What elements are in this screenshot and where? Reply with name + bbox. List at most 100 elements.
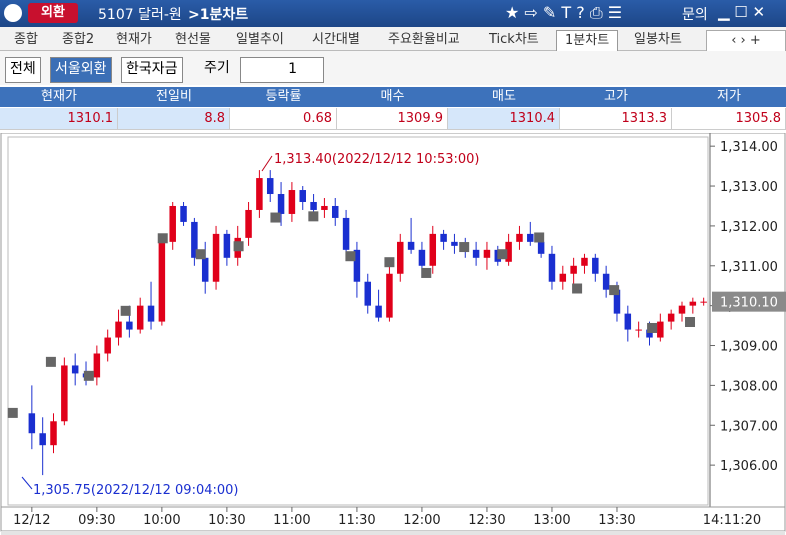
screen-code: 5107 달러-원	[98, 7, 182, 23]
chart: 1,306.001,307.001,308.001,309.001,310.00…	[0, 133, 786, 535]
marker	[45, 356, 56, 367]
quote-value: 8.8	[118, 108, 230, 130]
title-bar: 외환 5107 달러-원 >1분차트 ★ ⇨ ✎ T ? ⎙ ☰ 문의 ▁ ☐ …	[0, 0, 786, 27]
candle-body	[592, 257, 599, 274]
tab[interactable]: 종합2	[62, 32, 95, 47]
x-tick-label: 13:30	[598, 513, 635, 528]
candle-body	[158, 241, 166, 322]
candle-body	[646, 329, 653, 338]
candle-body	[169, 205, 176, 242]
quote-header: 등락률	[230, 87, 338, 107]
toolbar-icons[interactable]: ★ ⇨ ✎ T ? ⎙ ☰	[505, 3, 623, 22]
candle-body	[581, 257, 588, 266]
y-tick-label: 1,313.00	[720, 180, 778, 195]
annotation-arrow	[21, 476, 33, 490]
candle-body	[256, 178, 263, 210]
annotation: 1,313.40(2022/12/12 10:53:00)	[274, 152, 479, 167]
x-tick-label: 09:30	[78, 513, 115, 528]
candle-body	[418, 249, 426, 266]
tab[interactable]: Tick차트	[489, 32, 539, 47]
x-tick-label: 12/12	[13, 513, 50, 528]
x-tick-label: 12:30	[468, 513, 505, 528]
candle-body	[516, 233, 523, 242]
candle-body	[115, 321, 122, 338]
candle-body	[223, 233, 231, 258]
quote-table: 현재가 1310.1 전일비 8.8 등락률 0.68 매수 1309.9 매도 1310.4 고가…	[0, 87, 786, 131]
x-tick-label: 11:30	[338, 513, 375, 528]
tab[interactable]: 현재가	[116, 32, 152, 47]
candle-body	[472, 249, 480, 258]
current-time: 14:11:20	[703, 513, 761, 528]
tab[interactable]: 일봉차트	[634, 32, 682, 47]
quote-header: 저가	[672, 87, 786, 107]
candle-body	[678, 305, 686, 314]
candle-body	[321, 205, 328, 210]
candle-body	[353, 249, 361, 282]
candle-body	[147, 305, 155, 322]
tab[interactable]: 주요환율비교	[388, 32, 460, 47]
marker	[685, 316, 696, 327]
tab[interactable]: 1분차트	[556, 30, 619, 51]
quote-header: 매도	[448, 87, 561, 107]
candle-body	[245, 209, 252, 238]
marker	[270, 212, 281, 223]
candle-body	[505, 241, 512, 262]
tab[interactable]: 현선물	[175, 32, 211, 47]
candle-body	[299, 190, 306, 202]
y-tick-label: 1,314.00	[720, 140, 778, 155]
quote-value: 1310.1	[0, 108, 118, 130]
candle-body	[126, 321, 133, 330]
marker	[421, 267, 432, 278]
candle-body	[700, 301, 707, 303]
candle-body	[483, 249, 491, 258]
window-controls[interactable]: ▁ ☐ ✕	[718, 3, 766, 21]
tab[interactable]: 종합	[14, 32, 38, 47]
tab[interactable]: 시간대별	[312, 32, 360, 47]
candle-body	[537, 241, 545, 254]
marker	[534, 232, 545, 243]
help-button[interactable]: 문의	[682, 7, 708, 23]
tab-bar: 종합 종합2 현재가 현선물 일별추이 시간대별 주요환율비교 Tick차트 1분차트 일봉차트 ‹…	[0, 27, 786, 52]
filter-button[interactable]: 서울외환	[50, 57, 112, 83]
period-label: 주기	[204, 60, 230, 76]
quote-header: 매수	[337, 87, 449, 107]
x-tick-label: 10:30	[208, 513, 245, 528]
candle-body	[364, 281, 372, 306]
candle-body	[613, 289, 621, 314]
marker	[83, 370, 94, 381]
filter-button[interactable]: 전체	[5, 57, 41, 83]
candle-body	[71, 365, 79, 374]
candle-body	[440, 233, 447, 242]
filter-bar: 전체 서울외환 한국자금 주기 1	[0, 51, 786, 85]
tab[interactable]: 일별추이	[236, 32, 284, 47]
quote-header: 전일비	[118, 87, 231, 107]
tab-scroll[interactable]: ‹ › +	[706, 30, 786, 52]
candle-body	[136, 305, 144, 330]
quote-value: 0.68	[230, 108, 337, 130]
candle-body	[191, 221, 198, 258]
x-tick-label: 10:00	[143, 513, 180, 528]
marker	[7, 407, 18, 418]
marker	[647, 322, 658, 333]
candle-body	[180, 205, 187, 222]
marker	[609, 285, 620, 296]
x-tick-label: 13:00	[533, 513, 570, 528]
filter-button[interactable]: 한국자금	[121, 57, 183, 83]
candle-body	[635, 329, 642, 331]
period-input[interactable]: 1	[240, 57, 324, 83]
candle-body	[602, 273, 610, 290]
marker	[572, 283, 583, 294]
current-price-box	[712, 291, 786, 312]
scrollbar	[1, 531, 785, 535]
app-name: 외환	[28, 3, 78, 23]
current-price-label: 1,310.10	[720, 296, 778, 311]
candle-body	[429, 233, 437, 266]
candle-body	[667, 313, 675, 322]
quote-value: 1309.9	[337, 108, 448, 130]
plot-area	[7, 136, 709, 506]
candle-body	[548, 253, 556, 282]
candle-body	[39, 433, 46, 446]
candle-body	[288, 190, 296, 214]
annotation-arrow	[261, 155, 273, 172]
